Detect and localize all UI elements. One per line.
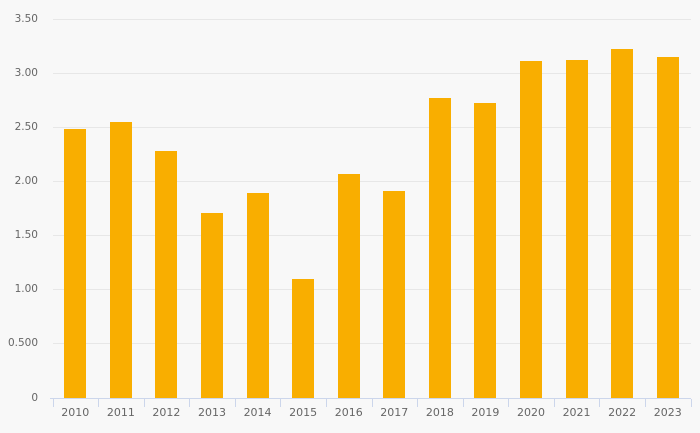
gridline	[52, 127, 691, 129]
y-axis-tick-label: 3.00	[14, 67, 38, 80]
bar-2016[interactable]	[337, 174, 360, 398]
y-axis-tick-label: 0.500	[7, 337, 38, 350]
x-axis-tick	[325, 399, 327, 407]
x-axis-tick	[599, 399, 601, 407]
x-axis-category-label: 2013	[198, 406, 226, 419]
x-axis-category-label: 2020	[517, 406, 545, 419]
y-axis-tick-label: 1.00	[14, 283, 38, 296]
x-axis-tick	[280, 399, 282, 407]
bar-2012[interactable]	[155, 151, 178, 398]
x-axis-category-label: 2014	[243, 406, 272, 419]
x-axis-tick	[52, 399, 54, 407]
x-axis-tick	[98, 399, 100, 407]
bar-2020[interactable]	[520, 60, 542, 398]
gridline	[52, 289, 691, 291]
gridline	[52, 19, 691, 20]
x-axis-category-label: 2010	[61, 406, 90, 419]
x-axis-tick	[508, 399, 510, 407]
bar-2019[interactable]	[474, 102, 497, 398]
x-axis-category-label: 2019	[471, 406, 500, 419]
x-axis-tick	[189, 399, 191, 407]
bar-2011[interactable]	[109, 122, 132, 398]
y-axis-tick-label: 1.50	[14, 229, 38, 242]
bar-2021[interactable]	[565, 59, 588, 398]
x-axis-category-label: 2018	[425, 406, 454, 419]
bar-2015[interactable]	[292, 279, 315, 398]
y-axis-tick-label: 2.00	[14, 175, 38, 188]
x-axis-tick	[553, 399, 555, 407]
x-axis-category-label: 2015	[289, 406, 318, 419]
bar-2018[interactable]	[428, 98, 451, 398]
bar-2023[interactable]	[656, 57, 679, 398]
x-axis-category-label: 2016	[334, 406, 363, 419]
x-axis-tick	[371, 399, 373, 407]
x-axis-category-label: 2023	[653, 406, 682, 419]
bar-2010[interactable]	[64, 128, 87, 398]
bar-2014[interactable]	[246, 192, 269, 398]
y-axis-tick-label: 2.50	[14, 121, 38, 134]
y-axis-tick-label: 3.50	[14, 13, 38, 25]
x-axis-tick	[417, 399, 419, 407]
x-axis-tick	[462, 399, 464, 407]
x-axis-tick	[143, 399, 145, 407]
x-axis-tick	[690, 399, 692, 407]
x-axis-category-label: 2012	[152, 406, 181, 419]
x-axis-category-label: 2017	[380, 406, 409, 419]
bar-2022[interactable]	[611, 48, 634, 398]
bar-2017[interactable]	[383, 191, 406, 398]
x-axis-tick	[644, 399, 646, 407]
x-axis-category-label: 2011	[106, 406, 135, 419]
x-axis-tick	[234, 399, 236, 407]
x-axis-category-label: 2022	[608, 406, 637, 419]
x-axis-line	[49, 398, 691, 399]
gridline	[52, 73, 691, 75]
gridline	[52, 181, 691, 183]
gridline	[52, 343, 691, 345]
x-axis-category-label: 2021	[562, 406, 591, 419]
gridline	[52, 235, 691, 237]
y-axis-tick-label: 0	[31, 391, 38, 404]
bar-2013[interactable]	[201, 213, 223, 398]
